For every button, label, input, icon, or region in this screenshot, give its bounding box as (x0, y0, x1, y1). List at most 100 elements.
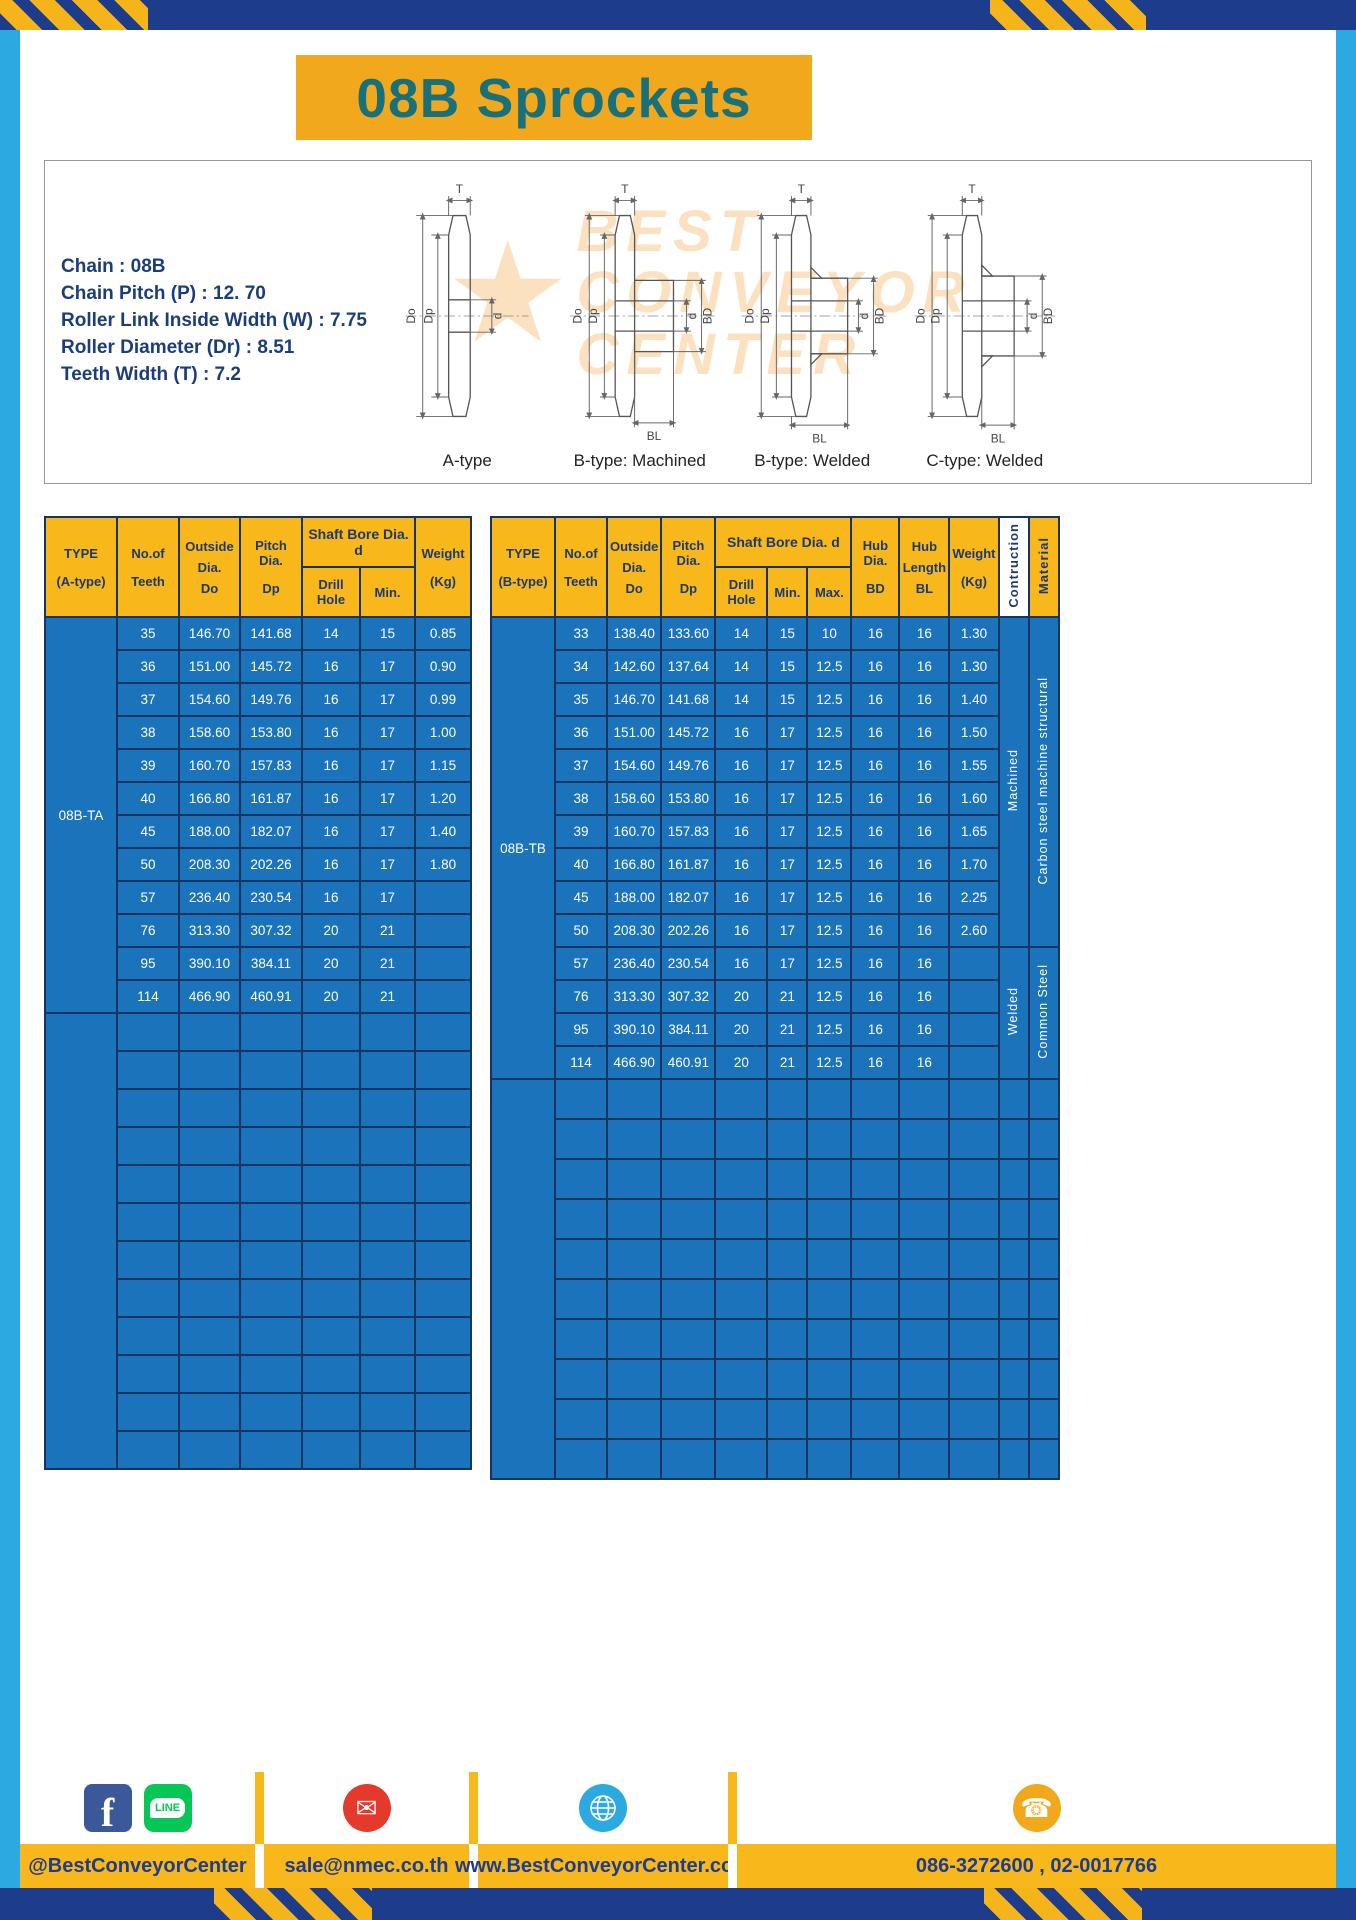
table-cell: 20 (714, 979, 769, 1014)
dim-label-t: T (621, 182, 628, 196)
empty-table-row (45, 1430, 472, 1470)
table-cell: 390.10 (178, 946, 241, 981)
header-line: (Kg) (430, 573, 456, 589)
table-cell (766, 1078, 809, 1120)
table-cell: 466.90 (178, 979, 241, 1014)
empty-table-row (45, 1050, 472, 1090)
table-row: 38 158.60 153.80 16 17 12.5 16 16 1.60 (491, 781, 1059, 816)
table-cell: 154.60 (178, 682, 241, 717)
table-cell (714, 1278, 769, 1320)
table-cell (997, 1238, 1030, 1280)
hazard-stripe-bar-bottom (0, 1888, 1356, 1920)
table-cell (605, 1358, 663, 1400)
col-header-teeth: No.of Teeth (554, 516, 608, 618)
table-cell (1027, 1358, 1060, 1400)
table-cell: 16 (301, 781, 361, 816)
table-cell: 16 (898, 847, 951, 882)
table-cell: 17 (766, 781, 809, 816)
spec-line-roller-dia: Roller Diameter (Dr) : 8.51 (61, 337, 295, 358)
table-cell (948, 1358, 1000, 1400)
phone-icon: ☎ (1012, 1784, 1061, 1832)
type-empty-cell (44, 1012, 118, 1470)
table-cell: 12.5 (806, 715, 853, 750)
table-cell (660, 1158, 717, 1200)
table-cell: 50 (116, 847, 180, 882)
table-cell: 17 (766, 847, 809, 882)
table-cell (660, 1118, 717, 1160)
table-cell: 17 (359, 715, 416, 750)
col-header-type: TYPE (A-type) (44, 516, 118, 618)
table-cell (178, 1164, 241, 1204)
empty-table-row (491, 1438, 1060, 1480)
table-cell: 154.60 (605, 748, 663, 783)
col-header-weight: Weight (Kg) (414, 516, 472, 618)
sprocket-b-machined-drawing: T Do Dp d BD (569, 182, 715, 443)
table-cell: 384.11 (660, 1012, 717, 1047)
table-cell: 1.15 (414, 748, 472, 783)
table-cell (1027, 1158, 1060, 1200)
table-cell (359, 1126, 416, 1166)
table-cell (948, 1318, 1000, 1360)
table-cell (605, 1078, 663, 1120)
hazard-segment (984, 1888, 1142, 1920)
empty-table-row (491, 1318, 1060, 1360)
table-cell (178, 1316, 241, 1356)
table-cell (116, 1278, 180, 1318)
table-cell (554, 1238, 608, 1280)
table-cell (605, 1238, 663, 1280)
table-cell: 1.55 (948, 748, 1000, 783)
table-cell: 38 (554, 781, 608, 816)
table-row: 45 188.00 182.07 16 17 1.40 (45, 814, 472, 849)
table-cell: 153.80 (660, 781, 717, 816)
header-line: Outside (185, 538, 234, 554)
table-cell: 157.83 (660, 814, 717, 849)
spec-line-teeth-width: Teeth Width (T) : 7.2 (61, 364, 241, 385)
email-icon: ✉ (342, 1784, 391, 1832)
dim-label-dp: Dp (586, 308, 600, 324)
table-cell: 34 (554, 649, 608, 684)
table-cell: 17 (766, 913, 809, 948)
header-line: (Kg) (960, 573, 987, 589)
table-cell (766, 1318, 809, 1360)
header-line: Material (1036, 536, 1051, 595)
table-cell (660, 1238, 717, 1280)
table-cell: 16 (898, 814, 951, 849)
table-cell (1027, 1238, 1060, 1280)
table-cell: 151.00 (605, 715, 663, 750)
col-header-teeth: No.of Teeth (116, 516, 180, 618)
table-cell: 12.5 (806, 979, 853, 1014)
diagram-a-type: T Do Dp d A-type (381, 167, 554, 477)
diagram-label-b-welded: B-type: Welded (754, 451, 871, 470)
table-cell: 114 (116, 979, 180, 1014)
line-icon-label: LINE (149, 1798, 186, 1818)
header-line: BL (915, 580, 934, 596)
table-cell (359, 1164, 416, 1204)
table-cell (414, 979, 472, 1014)
table-cell: 14 (301, 616, 361, 651)
table-cell: 20 (301, 913, 361, 948)
table-cell: 230.54 (239, 880, 303, 915)
table-cell (554, 1278, 608, 1320)
table-cell: 146.70 (178, 616, 241, 651)
table-cell: 57 (116, 880, 180, 915)
hazard-segment (0, 1888, 214, 1920)
empty-table-row (45, 1088, 472, 1128)
table-cell: 160.70 (178, 748, 241, 783)
table-cell (997, 1118, 1030, 1160)
table-cell (850, 1278, 901, 1320)
table-cell (414, 1088, 472, 1128)
table-cell: 17 (766, 814, 809, 849)
empty-table-row (491, 1158, 1060, 1200)
header-line: Teeth (564, 573, 598, 589)
table-cell (414, 1240, 472, 1280)
footer-icons: ☎ (737, 1772, 1336, 1844)
header-line: BD (866, 581, 885, 596)
col-header-outside-dia: Outside Dia. Do (605, 516, 663, 618)
hazard-segment (214, 1888, 372, 1920)
table-cell: 160.70 (605, 814, 663, 849)
table-cell (359, 1354, 416, 1394)
hazard-segment (1146, 0, 1356, 30)
table-cell (660, 1398, 717, 1440)
table-row: 37 154.60 149.76 16 17 12.5 16 16 1.55 (491, 748, 1059, 783)
header-line: Length (902, 559, 947, 575)
